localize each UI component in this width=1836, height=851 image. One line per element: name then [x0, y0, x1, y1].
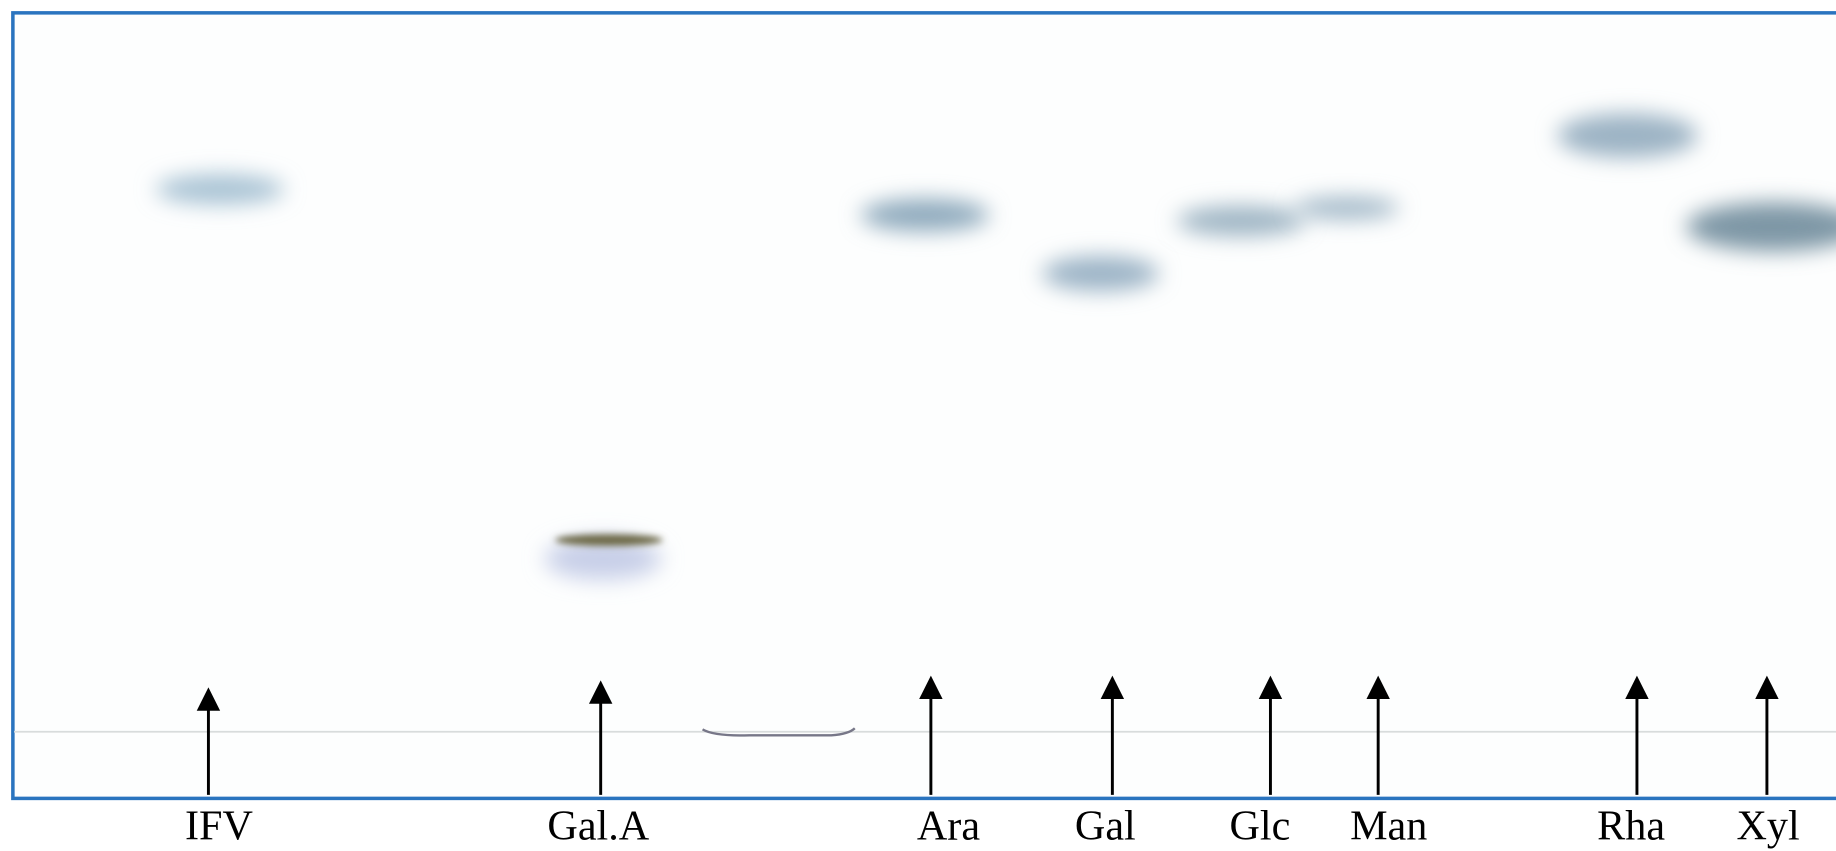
lane-label: Gal.A: [547, 802, 649, 849]
spot: [156, 174, 285, 204]
spot: [1557, 113, 1698, 157]
spot: [1294, 196, 1399, 219]
plate: [13, 13, 1836, 799]
lane-label: Gal: [1075, 802, 1136, 849]
spot: [1177, 206, 1306, 236]
tlc-figure: IFV Gal.A Ara Gal Glc Man Rha Xyl: [0, 0, 1836, 851]
lane-label: Glc: [1229, 802, 1290, 849]
lane-label: Rha: [1597, 802, 1665, 849]
lane-label: Ara: [917, 802, 980, 849]
page: IFVGal.AAraGalGlcManRhaXyl (() => { cons…: [0, 0, 1836, 851]
lane-label: Xyl: [1736, 802, 1799, 849]
spot: [861, 199, 990, 232]
lane-label: IFV: [185, 802, 253, 849]
lane-label: Man: [1350, 802, 1427, 849]
spot: [555, 534, 663, 546]
spot: [1042, 256, 1159, 291]
